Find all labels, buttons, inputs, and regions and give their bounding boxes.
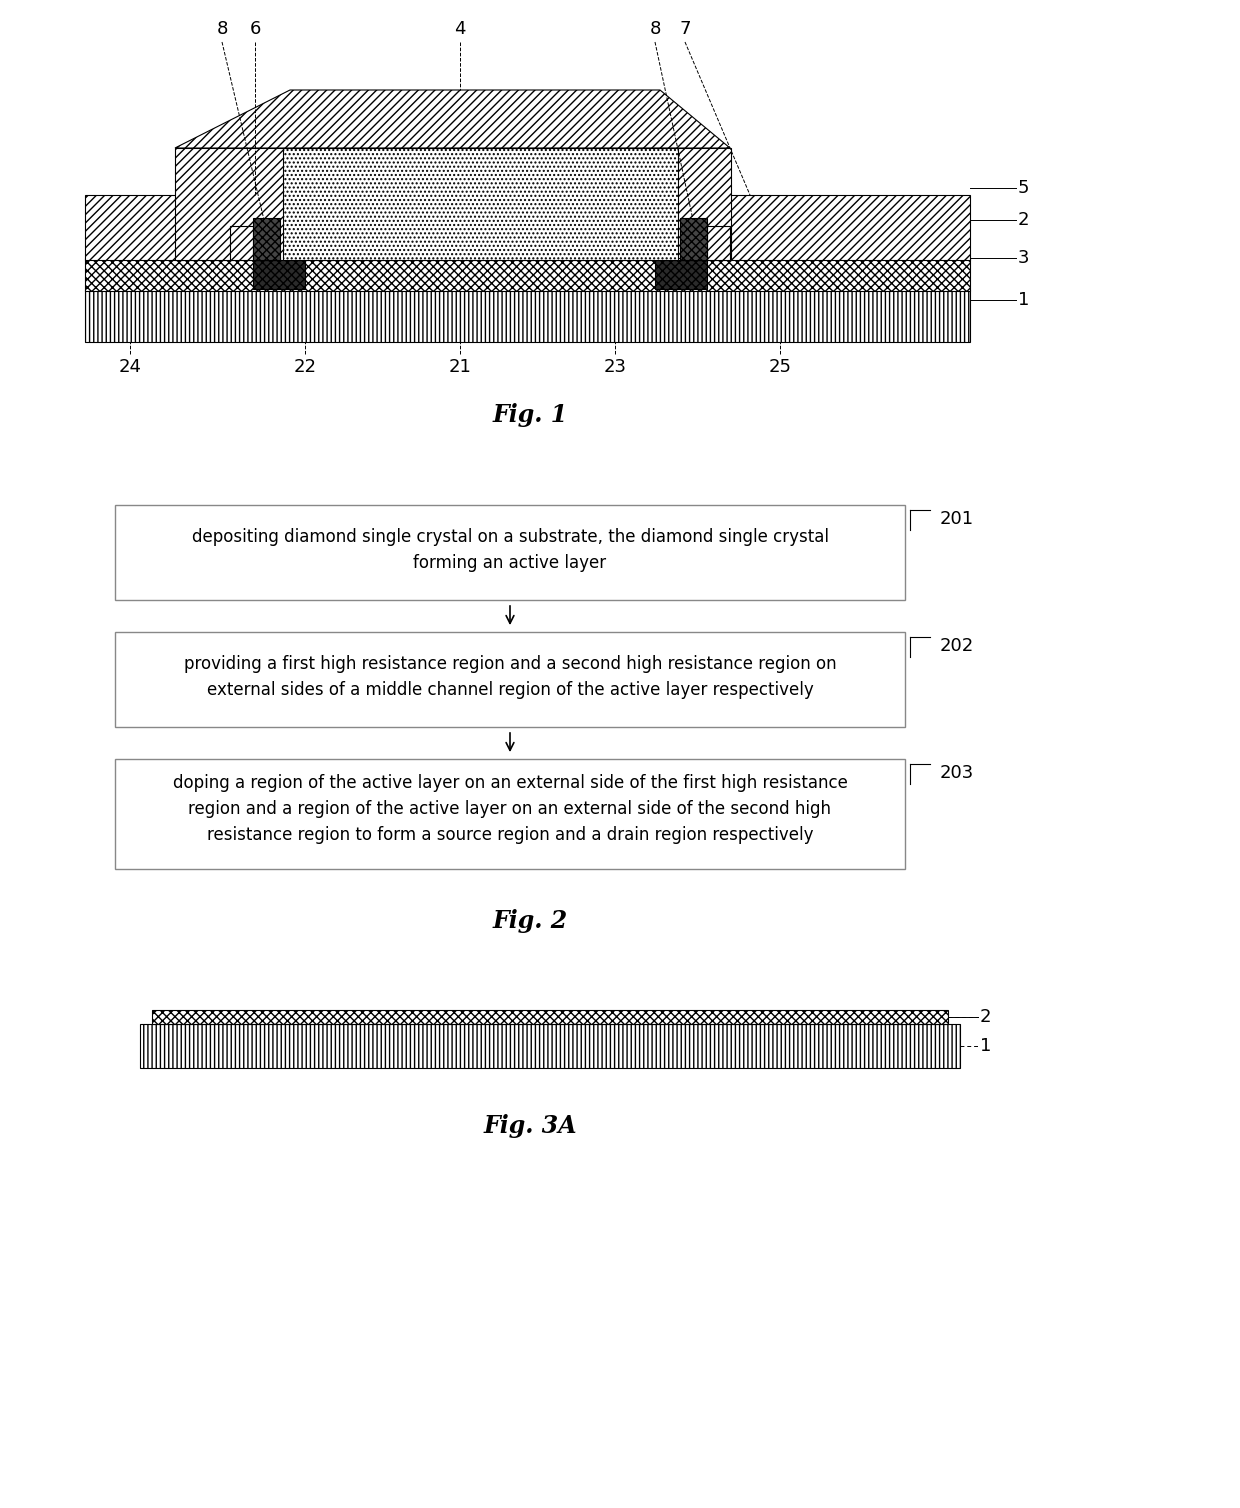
Text: 4: 4 xyxy=(454,20,466,38)
Bar xyxy=(86,195,229,259)
Text: 5: 5 xyxy=(1018,179,1029,198)
Text: providing a first high resistance region and a second high resistance region on: providing a first high resistance region… xyxy=(184,654,836,673)
Text: Fig. 1: Fig. 1 xyxy=(492,403,568,427)
Text: 201: 201 xyxy=(940,510,975,528)
Polygon shape xyxy=(229,226,280,259)
Text: external sides of a middle channel region of the active layer respectively: external sides of a middle channel regio… xyxy=(207,682,813,700)
Bar xyxy=(140,1024,960,1068)
Text: 22: 22 xyxy=(294,357,316,375)
Bar xyxy=(655,259,707,290)
Bar xyxy=(283,145,678,259)
Bar xyxy=(86,290,970,342)
Bar xyxy=(680,219,707,259)
Text: 3: 3 xyxy=(1018,249,1029,267)
Text: 1: 1 xyxy=(980,1038,991,1056)
Polygon shape xyxy=(675,226,730,259)
Bar xyxy=(229,258,285,259)
Text: 6: 6 xyxy=(249,20,260,38)
Text: forming an active layer: forming an active layer xyxy=(413,553,606,572)
Text: 23: 23 xyxy=(604,357,626,375)
Bar xyxy=(115,759,905,869)
Text: depositing diamond single crystal on a substrate, the diamond single crystal: depositing diamond single crystal on a s… xyxy=(191,528,828,546)
Text: Fig. 2: Fig. 2 xyxy=(492,909,568,933)
Bar xyxy=(730,195,970,259)
Text: 8: 8 xyxy=(216,20,228,38)
Text: Fig. 3A: Fig. 3A xyxy=(484,1114,577,1139)
Text: resistance region to form a source region and a drain region respectively: resistance region to form a source regio… xyxy=(207,826,813,844)
Bar xyxy=(676,148,732,259)
Text: 202: 202 xyxy=(940,636,975,654)
Text: doping a region of the active layer on an external side of the first high resist: doping a region of the active layer on a… xyxy=(172,774,847,792)
Text: 25: 25 xyxy=(769,357,791,375)
Text: 8: 8 xyxy=(650,20,661,38)
Text: 21: 21 xyxy=(449,357,471,375)
Bar xyxy=(253,219,280,259)
Bar xyxy=(675,258,730,259)
Bar xyxy=(153,1010,949,1024)
Polygon shape xyxy=(175,90,730,148)
Text: region and a region of the active layer on an external side of the second high: region and a region of the active layer … xyxy=(188,801,832,817)
Bar xyxy=(86,258,970,291)
Text: 2: 2 xyxy=(980,1007,992,1025)
Text: 7: 7 xyxy=(680,20,691,38)
Text: 1: 1 xyxy=(1018,291,1029,309)
Bar xyxy=(115,632,905,727)
Text: 2: 2 xyxy=(1018,211,1029,229)
Bar xyxy=(253,259,305,290)
Text: 24: 24 xyxy=(119,357,141,375)
Bar xyxy=(175,148,285,259)
Bar xyxy=(283,148,678,259)
Bar xyxy=(115,505,905,600)
Text: 203: 203 xyxy=(940,765,975,783)
